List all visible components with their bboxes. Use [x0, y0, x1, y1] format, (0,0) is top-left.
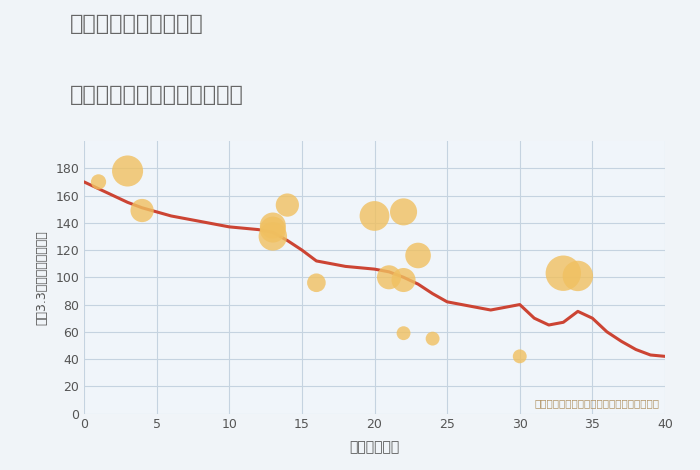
Point	[384, 274, 395, 281]
Point	[281, 201, 293, 209]
Point	[398, 208, 409, 216]
Point	[369, 212, 380, 219]
X-axis label: 築年数（年）: 築年数（年）	[349, 440, 400, 454]
Text: 築年数別中古マンション価格: 築年数別中古マンション価格	[70, 85, 244, 105]
Point	[427, 335, 438, 342]
Y-axis label: 坪（3.3㎡）単価（万円）: 坪（3.3㎡）単価（万円）	[35, 230, 48, 325]
Point	[398, 276, 409, 284]
Point	[136, 207, 148, 214]
Point	[267, 226, 279, 233]
Point	[573, 272, 584, 280]
Point	[122, 167, 133, 175]
Point	[514, 352, 525, 360]
Point	[412, 252, 423, 259]
Point	[311, 279, 322, 287]
Point	[267, 233, 279, 240]
Point	[93, 178, 104, 186]
Text: 兵庫県西宮市中島町の: 兵庫県西宮市中島町の	[70, 14, 204, 34]
Text: 円の大きさは、取引のあった物件面積を示す: 円の大きさは、取引のあった物件面積を示す	[534, 398, 659, 408]
Point	[398, 329, 409, 337]
Point	[267, 222, 279, 229]
Point	[558, 269, 569, 277]
